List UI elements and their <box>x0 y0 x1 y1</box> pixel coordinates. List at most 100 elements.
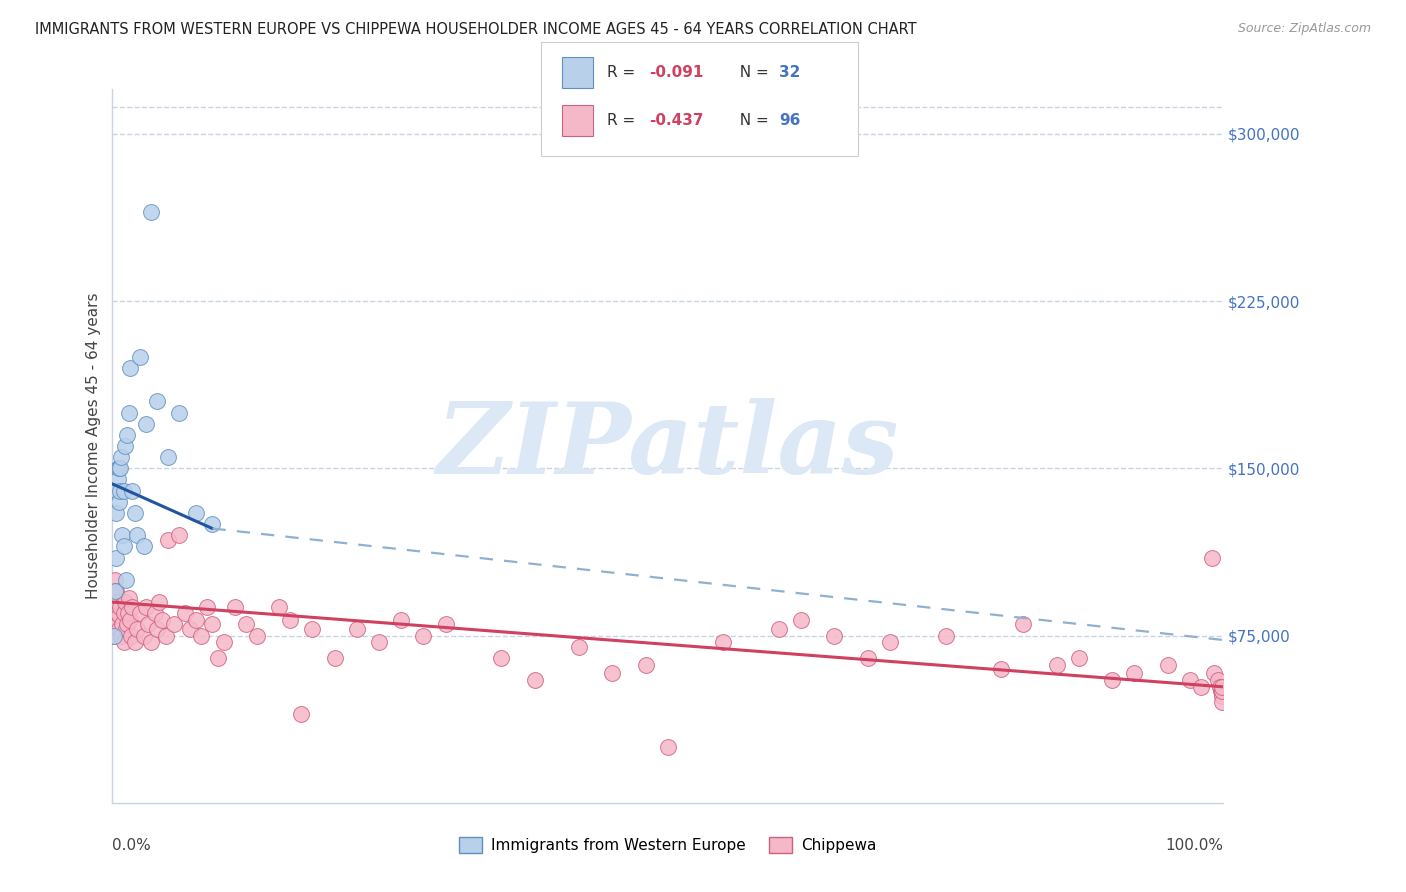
Text: Source: ZipAtlas.com: Source: ZipAtlas.com <box>1237 22 1371 36</box>
Point <box>104 583 127 598</box>
Point <box>195 599 218 614</box>
Text: 0.0%: 0.0% <box>112 838 152 854</box>
Point <box>235 617 257 632</box>
Point <box>1067 651 1090 665</box>
Point <box>104 583 127 598</box>
Point <box>824 628 846 642</box>
Point <box>107 472 129 486</box>
Point <box>104 607 127 621</box>
Point <box>1206 673 1229 687</box>
Point <box>790 613 813 627</box>
Point <box>108 622 131 636</box>
Point <box>201 516 224 531</box>
Point <box>935 628 957 642</box>
Point <box>121 599 143 614</box>
Text: 96: 96 <box>779 112 800 128</box>
Point <box>107 461 129 475</box>
Point <box>112 483 135 498</box>
Point <box>157 533 180 547</box>
Point <box>1204 666 1226 681</box>
Point <box>114 573 136 587</box>
Point <box>112 607 135 621</box>
Point <box>1012 617 1035 632</box>
Point <box>103 613 125 627</box>
Point <box>120 613 142 627</box>
Point <box>108 608 131 623</box>
Point <box>246 628 269 642</box>
Point <box>207 651 229 665</box>
Point <box>267 599 291 614</box>
Text: N =: N = <box>730 112 773 128</box>
Point <box>1211 689 1233 703</box>
Point <box>108 461 131 475</box>
Point <box>1189 680 1212 694</box>
Point <box>107 617 129 632</box>
Point <box>110 483 132 498</box>
Point <box>167 405 190 419</box>
Point <box>103 628 125 642</box>
Point <box>132 628 155 642</box>
Point <box>125 528 148 542</box>
Point <box>879 635 901 649</box>
Point <box>108 494 131 508</box>
Point <box>110 461 132 475</box>
Point <box>141 635 163 649</box>
Point <box>1209 680 1232 694</box>
Point <box>412 628 434 642</box>
Point <box>323 651 346 665</box>
Point <box>155 628 177 642</box>
Point <box>105 599 128 614</box>
Point <box>146 622 169 636</box>
Point <box>125 622 148 636</box>
Point <box>114 622 136 636</box>
Point <box>148 595 170 609</box>
Point <box>1101 673 1123 687</box>
Point <box>112 635 135 649</box>
Point <box>768 622 790 636</box>
Point <box>129 350 152 364</box>
Text: R =: R = <box>607 65 641 80</box>
Point <box>112 539 135 553</box>
Text: N =: N = <box>730 65 773 80</box>
Point <box>1123 666 1146 681</box>
Point <box>1211 684 1233 698</box>
Point <box>301 622 323 636</box>
Point <box>568 640 591 654</box>
Point <box>1156 657 1178 672</box>
Point <box>104 583 127 598</box>
Point <box>110 628 132 642</box>
Point <box>290 706 312 721</box>
Text: -0.091: -0.091 <box>650 65 704 80</box>
Point <box>1209 684 1232 698</box>
Point <box>132 539 155 553</box>
Legend: Immigrants from Western Europe, Chippewa: Immigrants from Western Europe, Chippewa <box>453 831 883 859</box>
Point <box>110 599 132 614</box>
Point <box>173 607 195 621</box>
Point <box>152 613 174 627</box>
Point <box>135 599 157 614</box>
Point <box>346 622 368 636</box>
Point <box>115 427 138 442</box>
Text: -0.437: -0.437 <box>650 112 704 128</box>
Point <box>111 617 134 632</box>
Point <box>103 628 125 642</box>
Point <box>104 613 127 627</box>
Point <box>212 635 235 649</box>
Point <box>124 635 146 649</box>
Point <box>201 617 224 632</box>
Point <box>107 607 129 621</box>
Point <box>114 595 136 609</box>
Point <box>136 617 159 632</box>
Point <box>105 617 128 632</box>
Point <box>115 617 138 632</box>
Text: 32: 32 <box>779 65 800 80</box>
Point <box>104 595 127 609</box>
Point <box>143 607 166 621</box>
Point <box>103 595 125 609</box>
Point <box>184 613 207 627</box>
Point <box>117 607 139 621</box>
Point <box>990 662 1012 676</box>
Point <box>179 622 201 636</box>
Point <box>157 450 180 464</box>
Point <box>657 740 679 755</box>
